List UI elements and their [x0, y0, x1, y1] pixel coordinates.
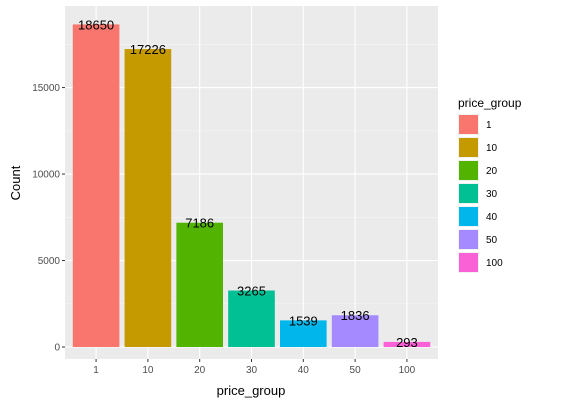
legend-swatch — [459, 230, 478, 249]
legend-label: 30 — [486, 189, 498, 200]
bar — [279, 320, 327, 347]
bar — [228, 290, 275, 347]
y-tick-label: 5000 — [38, 256, 61, 267]
x-axis-title: price_group — [217, 383, 286, 398]
plot-area: 18650 17226 7186 3265 1539 1836 293 0 5000 10000… — [32, 6, 438, 376]
y-axis: 0 5000 10000 15000 — [32, 83, 65, 354]
bars — [72, 24, 431, 347]
y-axis-title: Count — [8, 165, 23, 200]
x-tick-label: 30 — [246, 365, 258, 376]
bar — [124, 49, 172, 347]
x-tick-label: 50 — [350, 365, 362, 376]
bar-value-label: 3265 — [237, 284, 266, 299]
legend-label: 100 — [486, 258, 503, 269]
x-tick-label: 1 — [93, 365, 99, 376]
legend-swatch — [459, 207, 478, 226]
bar-value-label: 1836 — [341, 308, 370, 323]
bar-value-label: 1539 — [289, 313, 318, 328]
y-tick-label: 0 — [54, 343, 60, 354]
legend-swatch — [459, 161, 478, 180]
legend-label: 40 — [486, 212, 498, 223]
y-tick-label: 10000 — [32, 170, 60, 181]
x-tick-label: 20 — [194, 365, 206, 376]
bar-value-label: 7186 — [185, 216, 214, 231]
bar — [72, 24, 120, 347]
bar — [331, 315, 379, 347]
legend-label: 20 — [486, 166, 498, 177]
legend-items: 1 10 20 30 40 50 100 — [458, 114, 503, 273]
bar-value-label: 17226 — [130, 42, 166, 57]
legend-swatch — [459, 253, 478, 272]
data-labels: 18650 17226 7186 3265 1539 1836 293 — [78, 17, 418, 350]
legend-label: 50 — [486, 235, 498, 246]
y-tick-label: 15000 — [32, 83, 60, 94]
bar-value-label: 293 — [396, 335, 418, 350]
legend-label: 10 — [486, 143, 498, 154]
bar-value-label: 18650 — [78, 17, 114, 32]
legend-title: price_group — [458, 96, 522, 110]
legend-swatch — [459, 138, 478, 157]
bar — [176, 222, 224, 347]
x-tick-label: 10 — [142, 365, 154, 376]
legend-label: 1 — [486, 120, 492, 131]
bar — [383, 341, 431, 347]
legend-swatch — [459, 115, 478, 134]
x-tick-label: 100 — [399, 365, 416, 376]
legend: price_group 1 10 20 30 40 50 100 — [458, 96, 522, 273]
x-axis: 1 10 20 30 40 50 100 — [93, 359, 416, 376]
x-tick-label: 40 — [298, 365, 310, 376]
legend-swatch — [459, 184, 478, 203]
